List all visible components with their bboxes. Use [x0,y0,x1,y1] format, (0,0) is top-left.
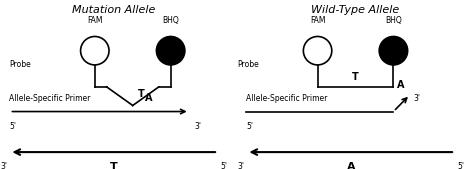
Text: 3': 3' [413,93,420,103]
Text: 5': 5' [246,122,254,131]
Text: A: A [397,80,404,90]
Text: 3': 3' [194,122,201,131]
Text: Allele-Specific Primer: Allele-Specific Primer [246,94,328,103]
Ellipse shape [156,37,185,65]
Text: T: T [137,90,144,100]
Text: T: T [110,162,118,169]
Text: 5': 5' [220,162,228,169]
Text: 3': 3' [0,162,7,169]
Text: 5': 5' [457,162,465,169]
Ellipse shape [303,37,332,65]
Text: 5': 5' [9,122,17,131]
Text: Allele-Specific Primer: Allele-Specific Primer [9,94,91,103]
Text: Probe: Probe [237,60,259,69]
Text: A: A [145,93,152,103]
Text: Wild-Type Allele: Wild-Type Allele [311,5,400,15]
Text: FAM: FAM [310,16,325,25]
Text: T: T [352,72,359,82]
Text: A: A [346,162,355,169]
Text: FAM: FAM [87,16,102,25]
Text: Mutation Allele: Mutation Allele [72,5,155,15]
Text: BHQ: BHQ [162,16,179,25]
Text: BHQ: BHQ [385,16,402,25]
Ellipse shape [81,37,109,65]
Text: Probe: Probe [9,60,31,69]
Ellipse shape [379,37,408,65]
Text: 3': 3' [237,162,244,169]
